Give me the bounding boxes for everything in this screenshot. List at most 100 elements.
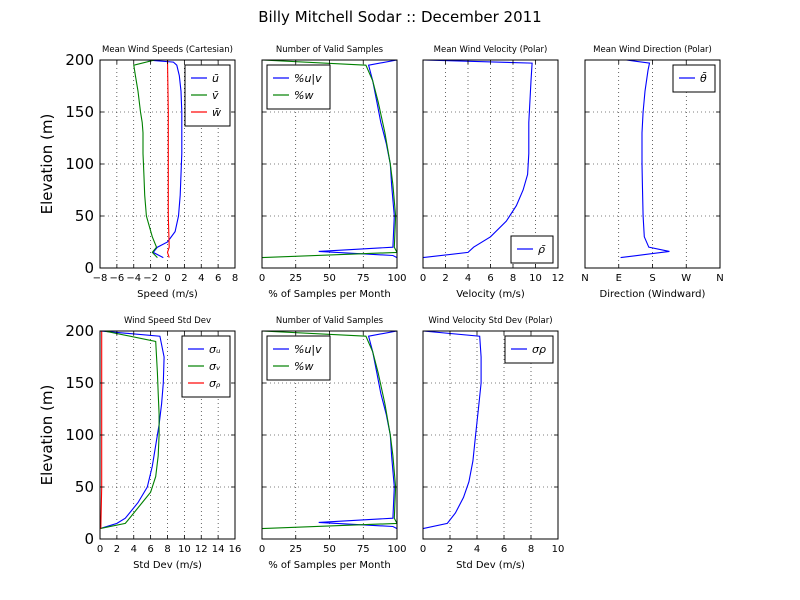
y-tick-label: 0 [84,530,94,548]
x-tick-label: 25 [289,273,302,284]
series-line-2 [166,60,170,258]
x-axis-label: Std Dev (m/s) [456,560,525,571]
y-tick-label: 50 [75,478,94,496]
y-tick-label: 200 [65,322,94,340]
x-axis-label: Velocity (m/s) [456,289,525,300]
legend-label-2: w̄ [212,106,221,119]
y-tick-label: 150 [65,103,94,121]
subplot-title: Wind Velocity Std Dev (Polar) [428,316,552,326]
x-axis-label: % of Samples per Month [268,560,391,571]
x-axis-label: Std Dev (m/s) [133,560,202,571]
subplot-title: Mean Wind Velocity (Polar) [434,45,548,55]
subplot-title: Wind Speed Std Dev [124,316,211,326]
x-tick-label: 4 [465,273,471,284]
x-tick-label: −6 [110,273,125,284]
legend-label-0: θ̄ [700,72,707,85]
y-tick-label: 100 [65,155,94,173]
x-tick-label: 10 [552,544,565,555]
x-tick-label: 14 [212,544,225,555]
y-tick-label: 50 [75,207,94,225]
series-line-0 [620,60,670,259]
x-tick-label: 12 [195,544,208,555]
x-tick-label: 0 [97,544,103,555]
legend-label-1: %w [294,360,313,373]
series-line-0 [423,331,482,530]
x-tick-label: N [716,273,723,284]
legend-label-0: %u|v [294,343,322,356]
x-tick-label: 8 [510,273,516,284]
legend-label-0: %u|v [294,72,322,85]
series-line-1 [133,60,158,258]
legend-box [266,64,331,110]
y-tick-label: 200 [65,51,94,69]
x-tick-label: S [649,273,655,284]
x-tick-label: 0 [259,273,265,284]
x-tick-label: 0 [420,273,426,284]
x-tick-label: 0 [259,544,265,555]
subplot-title: Mean Wind Speeds (Cartesian) [102,45,233,55]
subplot-p7: 0 2 4 6 8 10 Wind Velocity Std Dev (Polar) Std … [420,316,565,571]
x-tick-label: W [681,273,691,284]
y-tick-label: 100 [65,426,94,444]
series-line-0 [100,331,165,530]
legend-box [266,335,331,381]
x-tick-label: 0 [164,273,170,284]
subplot-p2: 0 25 50 75 100 Number of Valid Samples % of Sa… [259,45,407,300]
legend: %u|v %w [266,64,331,110]
x-tick-label: 8 [232,273,238,284]
x-axis-label: % of Samples per Month [268,289,391,300]
series-line-1 [262,331,397,530]
x-tick-label: 75 [357,273,370,284]
legend-label-0: ū [212,72,219,85]
x-tick-label: 12 [552,273,565,284]
subplot-title: Number of Valid Samples [276,45,384,55]
x-tick-label: 16 [229,544,242,555]
subplot-p4: N E S W N Mean Wind Direction (Polar) Directio… [581,45,723,300]
x-tick-label: 10 [529,273,542,284]
subplot-p3: 0 2 4 6 8 10 12 Mean Wind Velocity (Polar) Veloc… [420,45,565,300]
legend-label-1: %w [294,89,313,102]
y-tick-label: 150 [65,374,94,392]
x-tick-label: N [581,273,588,284]
x-tick-label: 8 [528,544,534,555]
figure-title: Billy Mitchell Sodar :: December 2011 [258,8,542,26]
x-tick-label: 6 [147,544,153,555]
y-axis-label: Elevation (m) [38,114,56,215]
series-line-1 [100,331,160,530]
legend: θ̄ [672,64,716,93]
x-tick-label: 6 [487,273,493,284]
x-tick-label: −8 [93,273,108,284]
x-tick-label: 6 [501,544,507,555]
legend-label-1: σᵥ [209,360,221,373]
x-tick-label: 4 [474,544,480,555]
legend: σρ [504,335,554,364]
x-tick-label: 2 [114,544,120,555]
x-tick-label: 4 [198,273,204,284]
x-tick-label: 2 [181,273,187,284]
legend-label-0: σᵤ [209,343,221,356]
legend-label-0: ρ̄ [538,243,546,256]
x-tick-label: −4 [126,273,141,284]
legend: σᵤ σᵥ σᵨ [181,335,231,398]
x-tick-label: −2 [143,273,158,284]
x-tick-label: 4 [131,544,137,555]
x-tick-label: 6 [215,273,221,284]
subplot-title: Number of Valid Samples [276,316,384,326]
legend: ρ̄ [510,235,554,264]
x-tick-label: 0 [420,544,426,555]
x-tick-label: 2 [442,273,448,284]
legend-label-2: σᵨ [209,377,221,390]
x-tick-label: 25 [289,544,302,555]
series-line-0 [423,60,533,259]
series-line-2 [100,331,103,529]
legend-label-1: v̄ [212,89,219,102]
legend-label-0: σρ [532,343,546,356]
x-tick-label: 50 [323,273,336,284]
x-tick-label: 100 [387,273,406,284]
x-axis-label: Direction (Windward) [600,289,706,300]
legend: ū v̄ w̄ [184,64,231,127]
x-tick-label: 2 [447,544,453,555]
